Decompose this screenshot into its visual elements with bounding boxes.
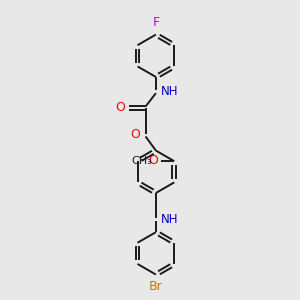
Text: O: O	[148, 154, 158, 167]
Text: O: O	[130, 128, 140, 142]
Text: NH: NH	[161, 85, 179, 98]
Text: O: O	[115, 101, 125, 114]
Text: NH: NH	[161, 213, 179, 226]
Text: CH₃: CH₃	[131, 156, 152, 166]
Text: F: F	[152, 16, 160, 29]
Text: Br: Br	[149, 280, 163, 293]
